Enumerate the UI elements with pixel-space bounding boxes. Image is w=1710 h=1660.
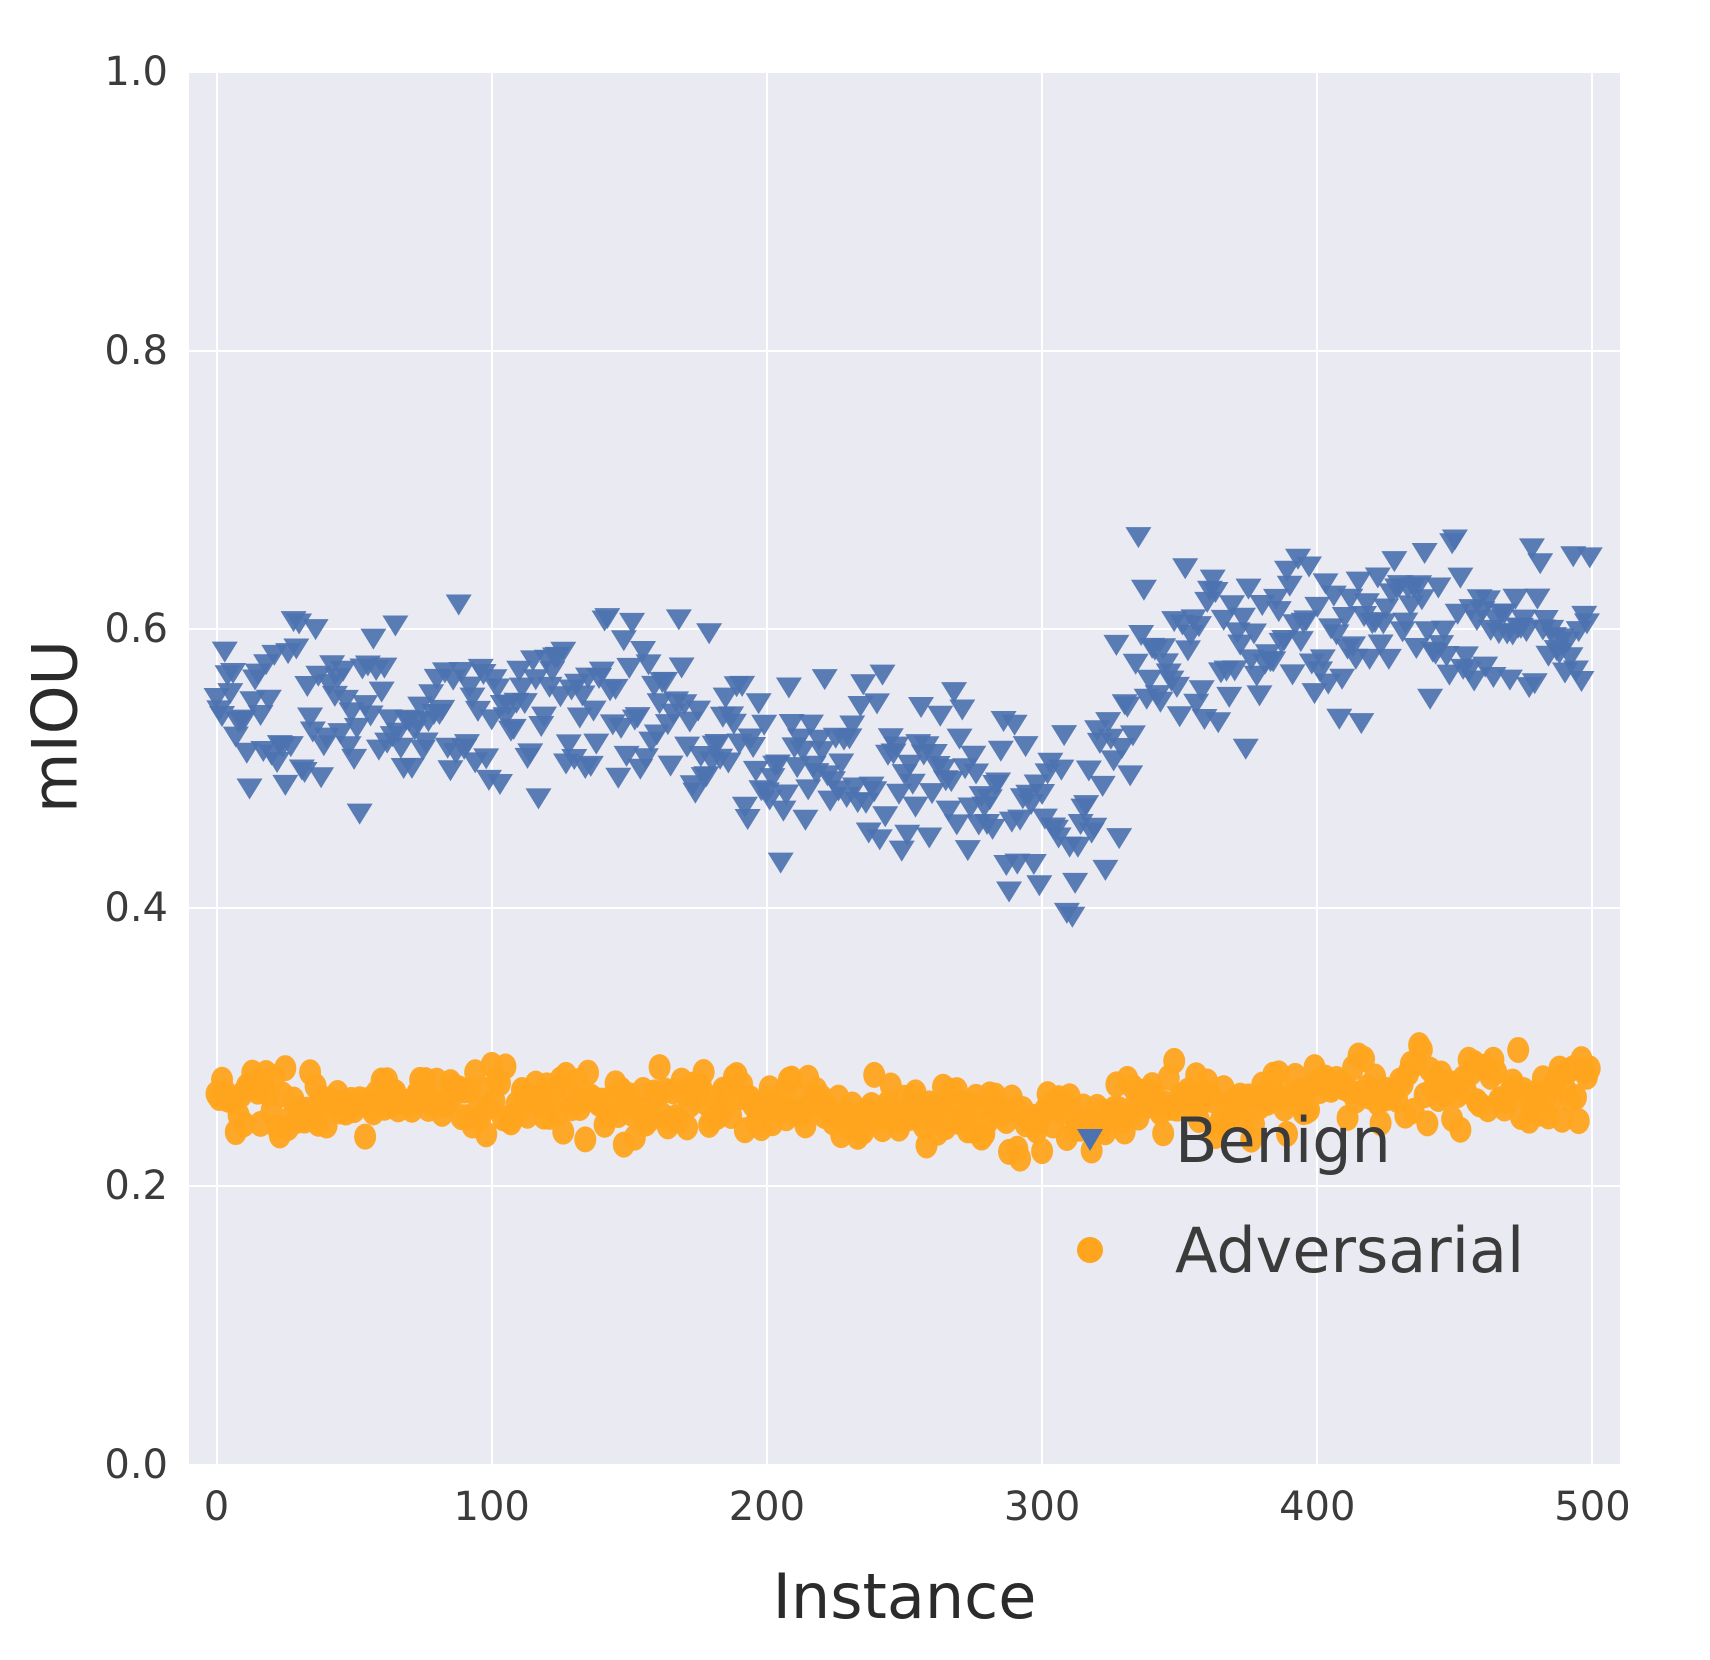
y-tick-label: 0.0 [104, 1442, 168, 1488]
y-tick-label: 0.6 [104, 606, 168, 653]
gridline-vertical [215, 72, 218, 1465]
plot-area [189, 72, 1620, 1465]
x-tick-label: 500 [1554, 1484, 1631, 1530]
gridline-vertical [490, 72, 493, 1465]
gridline-horizontal [189, 349, 1620, 352]
gridline-horizontal [189, 72, 1620, 73]
x-axis-tick-labels: 0 100 200 300 400 500 [0, 1487, 1710, 1547]
gridline-horizontal [189, 1185, 1620, 1188]
y-axis-title: mIOU [18, 640, 92, 813]
legend-label-benign: Benign [1175, 1103, 1391, 1177]
y-tick-label: 0.8 [104, 327, 168, 374]
legend: Benign Adversarial [1005, 1085, 1605, 1305]
circle-icon [1005, 1237, 1175, 1263]
gridline-horizontal [189, 1464, 1620, 1465]
series-adversarial [205, 1032, 1601, 1172]
x-tick-label: 300 [1003, 1484, 1081, 1530]
y-tick-label: 0.4 [104, 884, 168, 931]
x-tick-label: 200 [728, 1484, 806, 1530]
legend-label-adversarial: Adversarial [1175, 1213, 1525, 1287]
x-tick-label: 100 [453, 1484, 530, 1530]
gridline-horizontal [189, 628, 1620, 631]
x-tick-label: 0 [203, 1484, 230, 1530]
gridline-vertical [1591, 72, 1594, 1465]
scatter-points-layer [203, 527, 1603, 1172]
y-tick-label: 0.2 [104, 1163, 168, 1210]
y-tick-label: 1.0 [104, 49, 168, 95]
triangle-down-icon [1005, 1129, 1175, 1151]
legend-item-adversarial[interactable]: Adversarial [1005, 1195, 1605, 1305]
x-tick-label: 400 [1279, 1484, 1356, 1530]
series-benign [203, 527, 1603, 928]
x-axis-title: Instance [772, 1560, 1037, 1633]
gridline-horizontal [189, 906, 1620, 909]
gridline-vertical [1316, 72, 1319, 1465]
legend-item-benign[interactable]: Benign [1005, 1085, 1605, 1195]
y-axis-tick-labels: 1.0 0.8 0.6 0.4 0.2 0.0 [0, 0, 168, 1660]
